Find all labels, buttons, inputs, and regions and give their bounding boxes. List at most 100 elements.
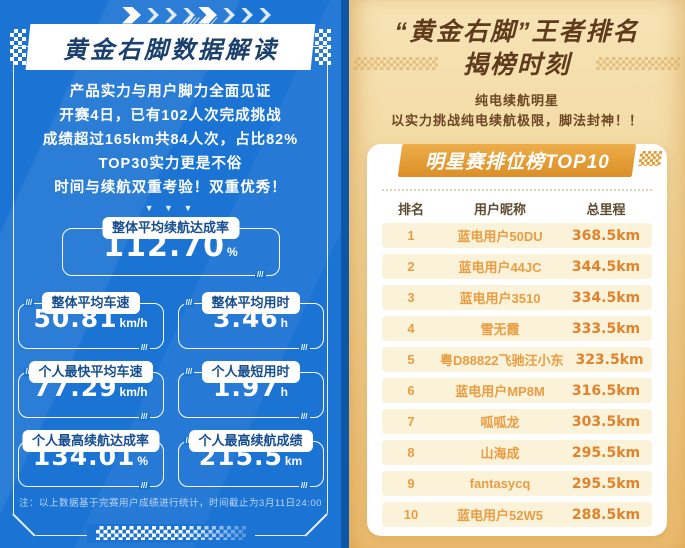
chevron-icon [198, 6, 217, 24]
stat-avg-speed: /// 整体平均车速 50.81 km/h /// [17, 292, 164, 352]
row-nickname: 粤D88822飞驰汪小东 [440, 353, 564, 368]
stat-row: /// 个人最快平均车速 77.29 km/h /// /// 个人最短用时 1… [17, 361, 324, 421]
intro-line: 产品实力与用户脚力全面见证 [69, 84, 272, 100]
row-rank: 7 [407, 414, 415, 429]
row-rank: 2 [407, 259, 415, 274]
row-mileage: 295.5km [571, 444, 641, 461]
stat-unit: h [280, 316, 289, 330]
slash-marks-icon: //// //// [181, 16, 220, 26]
leaderboard-banner: 明星赛排位榜TOP10 [397, 144, 663, 177]
leaderboard-row: 5 粤D88822飞驰汪小东 323.5km [382, 347, 652, 372]
leaderboard-poster-panel: “黄金右脚”王者排名 揭榜时刻 纯电续航明星 以实力挑战纯电续航极限，脚法封神！… [349, 0, 685, 548]
stat-label: 个人最高续航达成率 [21, 430, 160, 452]
stat-overall-range-rate: 整体平均续航达成率 112.70 % /// [61, 217, 280, 279]
leaderboard-header: 排名 用户昵称 总里程 [382, 199, 652, 217]
stat-label: 整体平均续航达成率 [101, 217, 240, 239]
row-nickname: 雪无霞 [480, 322, 520, 337]
header-mileage: 总里程 [586, 201, 626, 217]
hazard-marks-icon: /// [138, 481, 150, 490]
header-nickname: 用户昵称 [473, 201, 526, 217]
checkered-flag-icon [638, 151, 663, 166]
row-nickname: 蓝电用户MP8M [455, 384, 545, 399]
hazard-marks-icon: /// [23, 298, 35, 307]
leaderboard-row: 1 蓝电用户50DU 368.5km [382, 223, 652, 248]
chevron-icon [147, 7, 159, 23]
chevron-icon [122, 6, 141, 24]
stat-unit: km [284, 454, 303, 468]
stat-label: 个人最短用时 [201, 361, 300, 383]
row-mileage: 316.5km [571, 382, 641, 399]
row-mileage: 344.5km [571, 258, 641, 275]
stat-shortest-time: /// 个人最短用时 1.97 h /// [177, 361, 324, 421]
stat-row: /// 个人最高续航达成率 134.01 % /// /// 个人最高续航成绩 … [17, 430, 324, 490]
hazard-marks-icon: /// [254, 270, 266, 279]
data-poster-panel: //// //// 黄金右脚数据解读 产品实力与用户脚力全面见证 开赛4日，已有… [0, 0, 349, 548]
row-rank: 10 [403, 507, 419, 522]
row-nickname: 蓝电用户52W5 [457, 508, 543, 523]
stat-label: 整体平均车速 [41, 292, 140, 314]
left-poster-title: 黄金右脚数据解读 [62, 36, 279, 64]
intro-line: 时间与续航双重考验！双重优秀！ [54, 180, 287, 196]
stat-unit: km/h [119, 385, 148, 399]
left-content: 产品实力与用户脚力全面见证 开赛4日，已有102人次完成挑战 成绩超过165km… [0, 80, 341, 509]
chevron-icon [223, 7, 235, 23]
leaderboard-row: 10 蓝电用户52W5 288.5km [382, 502, 652, 527]
row-rank: 1 [407, 228, 415, 243]
row-nickname: 蓝电用户44JC [458, 260, 542, 275]
leaderboard-row: 9 fantasycq 295.5km [382, 471, 652, 496]
left-title-banner: //// //// 黄金右脚数据解读 [10, 16, 331, 70]
row-rank: 4 [407, 321, 415, 336]
hazard-marks-icon: /// [298, 412, 310, 421]
chevron-arrows-icon [122, 6, 271, 24]
right-title-line1: “黄金右脚”王者排名 [394, 18, 640, 46]
hazard-marks-icon: /// [183, 367, 195, 376]
row-rank: 5 [407, 352, 415, 367]
intro-line: 成绩超过165km共84人次，占比82% [42, 132, 299, 148]
stat-fastest-avg-speed: /// 个人最快平均车速 77.29 km/h /// [17, 361, 164, 421]
row-mileage: 303.5km [571, 413, 641, 430]
leaderboard-row: 3 蓝电用户3510 334.5km [382, 285, 652, 310]
right-title-line2: 揭榜时刻 [462, 51, 571, 79]
hazard-marks-icon: /// [183, 298, 195, 307]
leaderboard-title: 明星赛排位榜TOP10 [424, 152, 610, 173]
down-triangles-icon: ▼ ▼ ▼ [144, 203, 197, 213]
row-mileage: 334.5km [571, 289, 641, 306]
row-rank: 6 [407, 383, 415, 398]
hazard-marks-icon: /// [138, 412, 150, 421]
hazard-marks-icon: /// [138, 343, 150, 352]
row-mileage: 288.5km [571, 506, 641, 523]
stat-label: 个人最快平均车速 [28, 361, 153, 383]
intro-line: 开赛4日，已有102人次完成挑战 [59, 108, 282, 124]
checker-edge-icon [315, 29, 331, 65]
stat-label: 个人最高续航成绩 [188, 430, 313, 452]
dotted-divider [382, 189, 652, 191]
checker-deco-icon [354, 57, 438, 70]
checker-deco-icon [596, 57, 680, 70]
row-nickname: 蓝电用户50DU [457, 229, 543, 244]
leaderboard-row: 2 蓝电用户44JC 344.5km [382, 254, 652, 279]
stat-unit: % [227, 245, 238, 259]
row-mileage: 368.5km [571, 227, 641, 244]
row-rank: 3 [407, 290, 415, 305]
row-nickname: 蓝电用户3510 [459, 291, 541, 306]
right-poster-subtitle: 纯电续航明星 以实力挑战纯电续航极限，脚法封神！！ [349, 91, 685, 131]
stats-group: 整体平均续航达成率 112.70 % /// /// 整体平均车速 50.81 … [0, 213, 341, 490]
chevron-icon [165, 7, 177, 23]
stat-unit: % [137, 454, 149, 468]
stat-unit: km/h [119, 316, 148, 330]
hazard-marks-icon: /// [298, 481, 310, 490]
row-nickname: fantasycq [469, 476, 531, 491]
subtitle-line1: 纯电续航明星 [474, 93, 559, 108]
header-rank: 排名 [397, 201, 424, 217]
checker-edge-icon [10, 29, 26, 65]
stat-row: /// 整体平均车速 50.81 km/h /// /// 整体平均用时 3.4… [17, 292, 324, 352]
leaderboard-card: 明星赛排位榜TOP10 排名 用户昵称 总里程 1 蓝电用户50DU 368.5… [367, 144, 667, 536]
intro-line: TOP30实力更是不俗 [98, 156, 243, 172]
right-poster-title: “黄金右脚”王者排名 揭榜时刻 [349, 16, 685, 82]
banner-plate: //// //// 黄金右脚数据解读 [25, 16, 316, 70]
data-footnote: 注：以上数据基于完赛用户成绩进行统计，时间截止为3月11日24:00 [19, 498, 322, 509]
stat-highest-range-rate: /// 个人最高续航达成率 134.01 % /// [17, 430, 164, 490]
row-nickname: 山海成 [480, 446, 520, 461]
stat-highest-range: /// 个人最高续航成绩 215.5 km /// [177, 430, 324, 490]
